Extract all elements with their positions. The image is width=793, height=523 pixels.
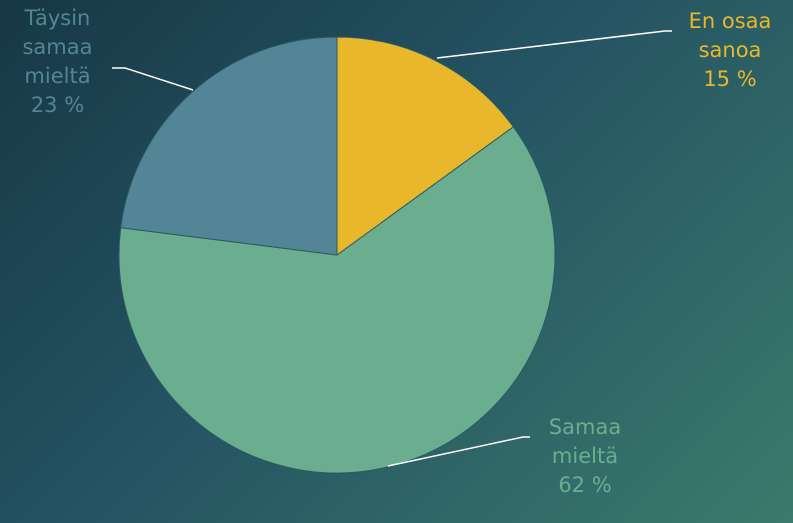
value-label: 23 % <box>30 93 85 117</box>
leader-line <box>436 30 672 59</box>
pie-slice <box>336 36 515 256</box>
value-label: 15 % <box>703 67 757 91</box>
leader-line <box>112 67 194 91</box>
category-label: En osaa sanoa <box>688 9 772 62</box>
leader-line <box>387 436 530 467</box>
category-label: Samaa mieltä <box>548 415 622 468</box>
pie-slice <box>120 36 338 256</box>
slice-label: Täysin samaa mieltä 23 % <box>5 4 110 120</box>
slice-label: Samaa mieltä 62 % <box>525 413 645 500</box>
pie-slice <box>118 126 556 474</box>
category-label: Täysin samaa mieltä <box>22 6 93 88</box>
slice-label: En osaa sanoa 15 % <box>665 7 793 94</box>
value-label: 62 % <box>558 473 612 497</box>
